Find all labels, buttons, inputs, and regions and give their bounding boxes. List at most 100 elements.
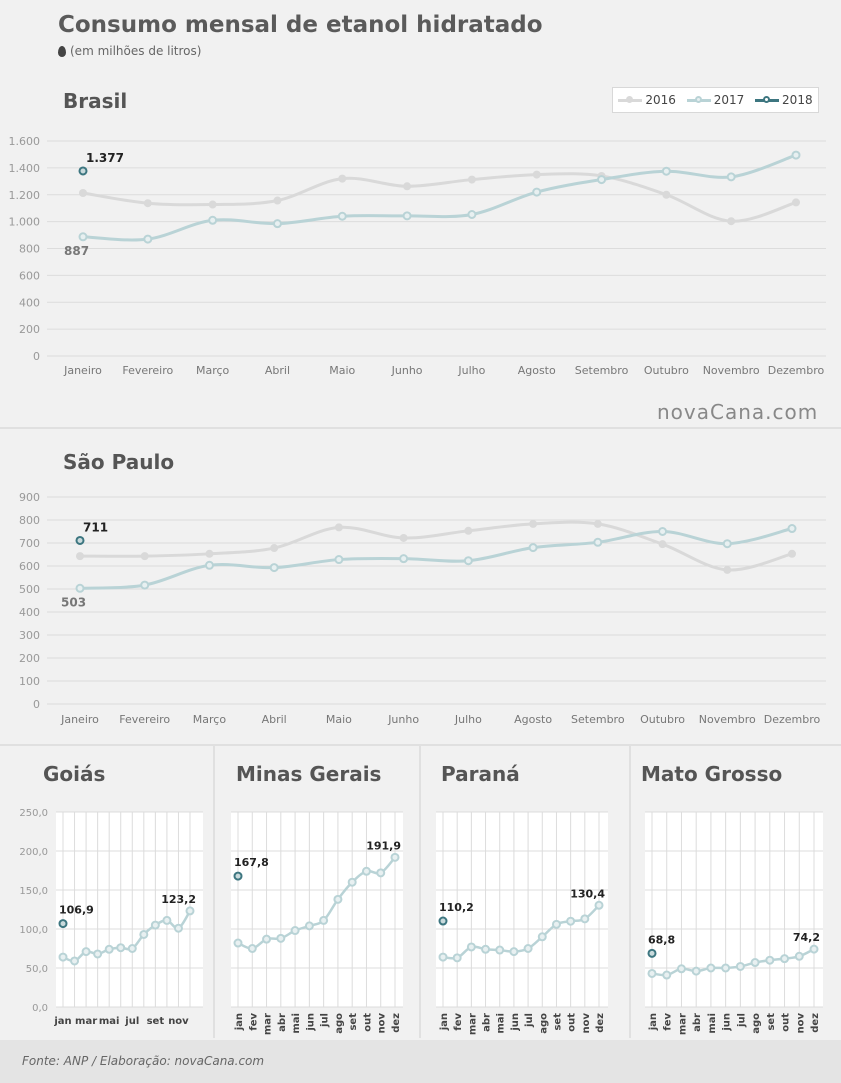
point-2017: [662, 970, 672, 980]
point-2017: [304, 921, 314, 931]
point-2016: [205, 549, 214, 558]
y-tick-label: 600: [19, 269, 40, 282]
point-2016: [464, 526, 473, 535]
x-tick-label: Julho: [457, 364, 485, 377]
x-tick-label: jan: [439, 1013, 450, 1031]
point-2018: [78, 166, 88, 176]
point-2017: [116, 943, 126, 953]
point-2017: [127, 944, 137, 953]
point-2018: [75, 535, 85, 545]
chart-parana: jan fev mar abr mai jun jul ago set out nov dez 110,…: [436, 811, 608, 1035]
x-tick-label: jul: [124, 1016, 139, 1027]
source-note: Fonte: ANP / Elaboração: novaCana.com: [22, 1054, 265, 1068]
point-2017: [537, 932, 547, 942]
point-2017: [333, 894, 343, 904]
x-tick-label: nov: [795, 1013, 806, 1034]
x-tick-label: Setembro: [571, 713, 625, 726]
x-tick-label: jan: [234, 1013, 245, 1031]
point-2016: [334, 523, 343, 532]
point-2016: [467, 175, 476, 184]
point-2017: [276, 933, 286, 943]
x-tick-label: Outubro: [640, 713, 685, 726]
point-2017: [594, 900, 604, 910]
x-tick-label: set: [552, 1013, 563, 1031]
y-tick-label: 700: [19, 537, 40, 550]
chart-goias: 0,0 50,0 100,0 150,0 200,0 250,0 jan mar mai jul s…: [19, 808, 203, 1027]
point-2017: [658, 527, 668, 536]
legend-item-2016: 2016: [618, 93, 676, 107]
point-2018: [58, 919, 68, 929]
x-tick-label: nov: [168, 1016, 189, 1027]
x-tick-label: jul: [736, 1013, 747, 1028]
x-tick-label: out: [362, 1013, 373, 1032]
footer: Fonte: ANP / Elaboração: novaCana.com: [0, 1040, 841, 1083]
y-tick-label: 100: [19, 675, 40, 688]
point-2018: [647, 948, 657, 958]
point-2016: [662, 190, 671, 199]
point-2017: [390, 852, 400, 862]
point-2017: [722, 539, 732, 549]
chart-title-minas-gerais: Minas Gerais: [236, 762, 382, 786]
y-tick-label: 900: [19, 491, 40, 504]
x-tick-label: Setembro: [575, 364, 629, 377]
point-2017: [593, 537, 603, 547]
point-2016: [140, 552, 149, 561]
point-2017: [104, 944, 114, 954]
point-2016: [270, 544, 279, 553]
point-2017: [791, 150, 801, 160]
series-line-2017: [79, 527, 793, 590]
point-2016: [208, 200, 217, 209]
y-tick-label: 50,0: [26, 964, 48, 975]
point-2017: [750, 958, 760, 968]
point-2017: [566, 916, 576, 926]
point-2017: [647, 968, 657, 978]
point-2017: [290, 926, 300, 936]
x-tick-label: Novembro: [703, 364, 760, 377]
point-2017: [523, 944, 533, 953]
divider-1: [0, 427, 841, 429]
x-tick-label: mai: [496, 1013, 507, 1034]
point-2017: [463, 556, 473, 566]
page-subtitle: (em milhões de litros): [58, 44, 201, 58]
point-2017: [532, 187, 542, 197]
point-2017: [247, 944, 257, 953]
data-label-2017: 887: [64, 244, 89, 258]
y-tick-label: 0: [33, 350, 40, 363]
x-tick-label: set: [766, 1013, 777, 1031]
x-tick-label: fev: [663, 1013, 674, 1031]
y-tick-label: 150,0: [19, 886, 48, 897]
point-2016: [532, 170, 541, 179]
point-2017: [481, 944, 491, 954]
y-tick-label: 400: [19, 606, 40, 619]
legend-label-2018: 2018: [782, 93, 813, 107]
point-2017: [139, 929, 149, 939]
point-2017: [399, 554, 409, 564]
point-2017: [597, 175, 607, 185]
point-2017: [70, 956, 80, 966]
legend-swatch-2016: [618, 95, 643, 103]
x-tick-label: Maio: [329, 364, 355, 377]
x-tick-label: Julho: [454, 713, 482, 726]
point-2017: [661, 166, 671, 176]
divider-2: [0, 744, 841, 746]
x-tick-label: set: [147, 1016, 165, 1027]
plot-area: [645, 812, 823, 1007]
point-2017: [337, 211, 347, 221]
chart-sao-paulo: 0 100 200 300 400 500 600 700 800 900 Janeiro Fever…: [19, 491, 826, 726]
point-2016: [403, 182, 412, 191]
x-tick-label: Março: [193, 713, 227, 726]
point-2017: [509, 947, 519, 957]
subtitle-text: (em milhões de litros): [70, 44, 202, 58]
point-2017: [75, 583, 85, 593]
point-2017: [735, 961, 745, 971]
x-tick-label: Abril: [265, 364, 290, 377]
series-line-2016: [82, 172, 797, 223]
x-tick-label: jun: [722, 1013, 733, 1032]
point-2016: [723, 565, 732, 574]
chart-title-mato-grosso: Mato Grosso: [641, 762, 783, 786]
point-2017: [140, 580, 150, 590]
point-2017: [452, 953, 462, 963]
point-2017: [528, 543, 538, 553]
x-tick-label: dez: [391, 1013, 402, 1033]
chart-title-goias: Goiás: [43, 762, 106, 786]
